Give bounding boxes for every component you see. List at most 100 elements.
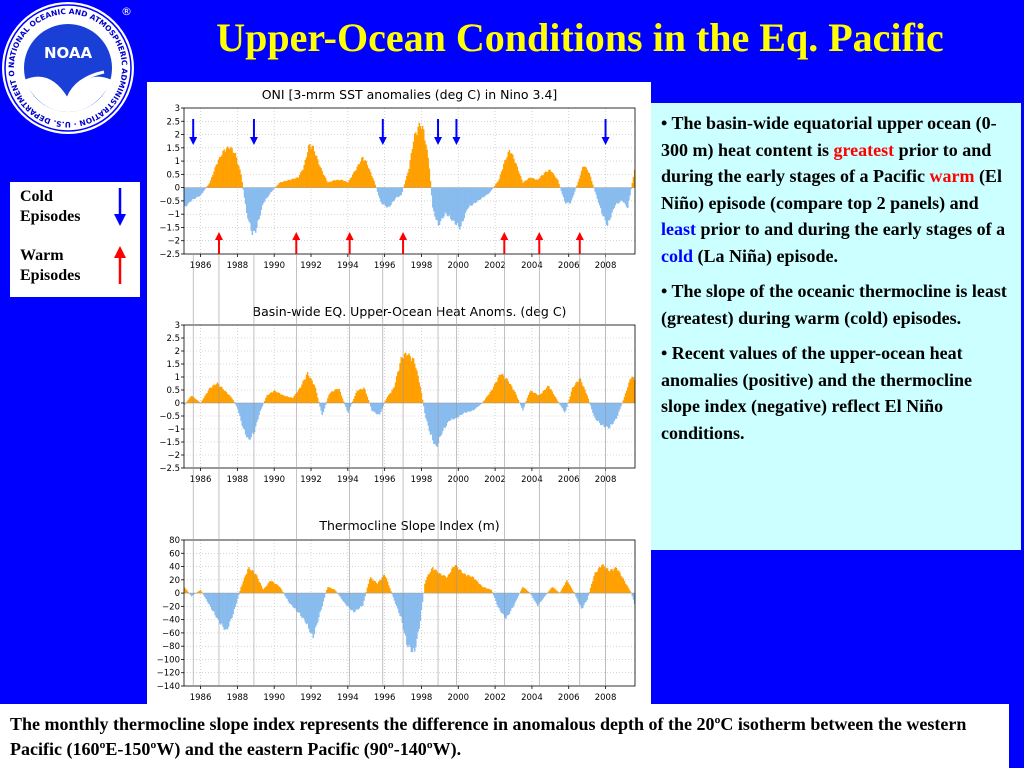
area-bar bbox=[266, 395, 268, 403]
area-bar bbox=[366, 396, 369, 403]
area-bar bbox=[221, 593, 223, 624]
area-bar bbox=[346, 403, 348, 411]
area-bar bbox=[304, 159, 307, 188]
area-bar bbox=[383, 403, 385, 404]
area-bar bbox=[275, 391, 277, 403]
area-bar bbox=[525, 589, 528, 594]
area-bar bbox=[291, 397, 293, 403]
y-tick-label: −1.5 bbox=[159, 223, 180, 233]
area-bar bbox=[628, 588, 630, 594]
area-bar bbox=[435, 569, 437, 594]
area-bar bbox=[494, 383, 496, 403]
area-bar bbox=[404, 180, 407, 188]
area-bar bbox=[196, 399, 198, 403]
area-bar bbox=[223, 390, 225, 403]
area-bar bbox=[543, 172, 546, 188]
area-bar bbox=[342, 401, 345, 403]
area-bar bbox=[222, 389, 224, 403]
area-bar bbox=[441, 187, 443, 219]
area-bar bbox=[594, 403, 596, 418]
area-bar bbox=[516, 593, 519, 599]
area-bar bbox=[220, 156, 222, 188]
area-bar bbox=[206, 186, 208, 188]
area-bar bbox=[193, 397, 195, 403]
area-bar bbox=[556, 399, 558, 403]
area-bar bbox=[582, 167, 584, 188]
area-bar bbox=[569, 396, 572, 403]
area-bar bbox=[226, 146, 229, 188]
area-bar bbox=[395, 593, 398, 607]
area-bar bbox=[311, 380, 313, 403]
area-bar bbox=[233, 402, 236, 403]
area-bar bbox=[580, 170, 583, 188]
y-tick-label: −2.5 bbox=[159, 464, 180, 474]
area-bar bbox=[589, 587, 592, 594]
area-bar bbox=[500, 593, 503, 614]
area-bar bbox=[320, 168, 322, 188]
x-tick-label: 1998 bbox=[411, 261, 433, 271]
area-bar bbox=[333, 589, 336, 594]
area-bar bbox=[465, 576, 468, 594]
area-bar bbox=[610, 569, 612, 594]
area-bar bbox=[611, 187, 613, 213]
area-bar bbox=[603, 187, 605, 217]
area-bar bbox=[487, 395, 489, 403]
area-bar bbox=[287, 397, 290, 403]
area-bar bbox=[497, 593, 499, 608]
area-bar bbox=[542, 175, 544, 188]
area-bar bbox=[199, 589, 202, 594]
area-bar bbox=[515, 593, 517, 601]
area-bar bbox=[301, 170, 303, 188]
bullet-text: prior to and during the early stages of … bbox=[696, 219, 1006, 239]
area-bar bbox=[336, 592, 338, 594]
area-bar bbox=[357, 164, 360, 188]
area-bar bbox=[523, 181, 525, 188]
area-bar bbox=[200, 187, 203, 194]
area-bar bbox=[270, 392, 273, 403]
area-bar bbox=[215, 384, 217, 403]
area-bar bbox=[362, 389, 364, 403]
area-bar bbox=[441, 403, 443, 435]
area-bar bbox=[451, 568, 453, 594]
area-bar bbox=[565, 187, 567, 204]
area-bar bbox=[524, 180, 526, 188]
area-bar bbox=[450, 572, 452, 594]
area-bar bbox=[465, 403, 468, 413]
area-bar bbox=[253, 574, 256, 594]
area-bar bbox=[494, 593, 496, 598]
area-bar bbox=[426, 403, 428, 422]
area-bar bbox=[529, 177, 531, 188]
area-bar bbox=[483, 400, 486, 403]
area-bar bbox=[620, 575, 622, 594]
area-bar bbox=[448, 403, 451, 421]
area-bar bbox=[315, 155, 318, 188]
area-bar bbox=[600, 403, 602, 426]
area-bar bbox=[372, 403, 374, 412]
area-bar bbox=[621, 577, 623, 594]
area-bar bbox=[230, 593, 232, 620]
explanation-box: • The basin-wide equatorial upper ocean … bbox=[651, 103, 1021, 550]
area-bar bbox=[574, 385, 576, 403]
area-bar bbox=[547, 385, 549, 403]
area-bar bbox=[480, 403, 482, 404]
area-bar bbox=[508, 149, 511, 188]
area-bar bbox=[282, 591, 284, 594]
area-bar bbox=[451, 187, 453, 221]
area-bar bbox=[190, 395, 193, 403]
area-bar bbox=[218, 156, 221, 188]
area-bar bbox=[359, 388, 362, 403]
area-bar bbox=[238, 165, 240, 188]
area-bar bbox=[425, 403, 427, 419]
area-bar bbox=[597, 403, 600, 421]
area-bar bbox=[303, 593, 305, 620]
area-bar bbox=[363, 161, 365, 188]
area-bar bbox=[580, 593, 583, 609]
area-bar bbox=[618, 570, 620, 594]
area-bar bbox=[463, 403, 466, 413]
area-bar bbox=[521, 403, 523, 408]
area-bar bbox=[455, 187, 458, 226]
area-bar bbox=[419, 125, 422, 188]
area-bar bbox=[585, 393, 587, 403]
area-bar bbox=[432, 403, 434, 441]
area-bar bbox=[200, 401, 203, 403]
